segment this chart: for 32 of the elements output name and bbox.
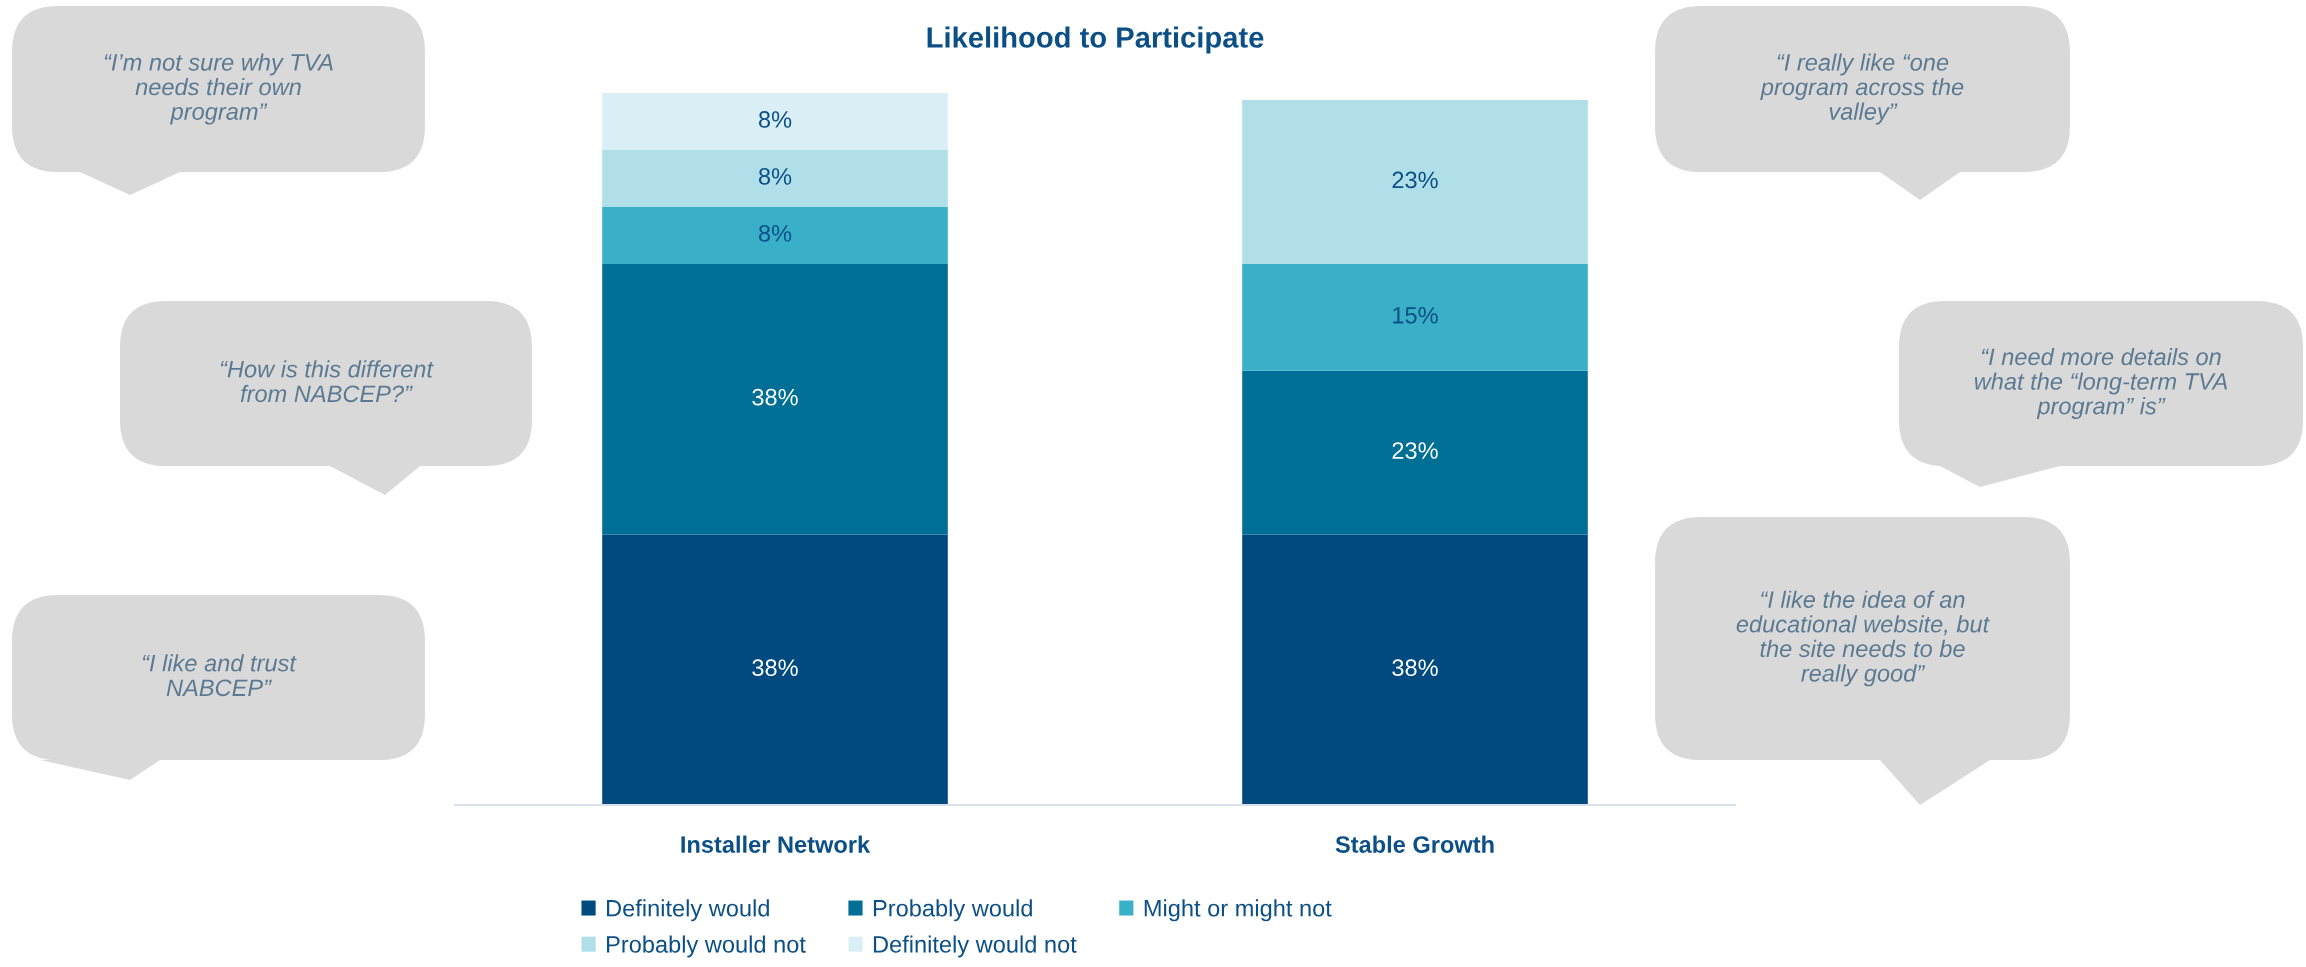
bar [602,149,948,207]
text: “How is this different from NABCEP?” [220,360,434,403]
bar [1242,100,1588,264]
bar [1242,370,1588,535]
x-tick-label: Installer Network [681,835,871,853]
bar [602,206,948,264]
text: “I really like “one program across the valley” [1760,53,1964,125]
chart-title: Likelihood to Participate [927,26,1264,54]
legend-label: Probably would [873,899,1032,922]
bar [602,93,948,150]
data-label: 8% [758,168,792,185]
legend-label: Might or might not [1144,899,1332,922]
data-label: 23% [1392,442,1438,459]
data-label: 8% [758,111,792,128]
text: “I’m not sure why TVA needs their own program” [104,53,333,125]
text: “I like the idea of an educational website, but the site needs to be really good” [1736,590,1990,687]
data-label: 38% [752,388,798,406]
text: “I need more details on what the “long-term TVA program” is” [1974,347,2228,420]
text: “I like and trust NABCEP” [142,654,297,697]
data-label: 23% [1392,171,1438,189]
bar [1242,534,1588,805]
bar [602,263,948,535]
data-label: 38% [752,659,798,677]
data-label: 8% [758,225,792,242]
data-label: 15% [1393,307,1438,324]
bar [602,534,948,805]
legend-label: Probably would not [607,935,806,958]
x-tick-label: Stable Growth [1335,835,1494,853]
legend-label: Definitely would not [873,935,1077,958]
data-label: 38% [1392,659,1438,677]
bar [1242,263,1588,371]
legend-label: Definitely would [607,899,769,922]
